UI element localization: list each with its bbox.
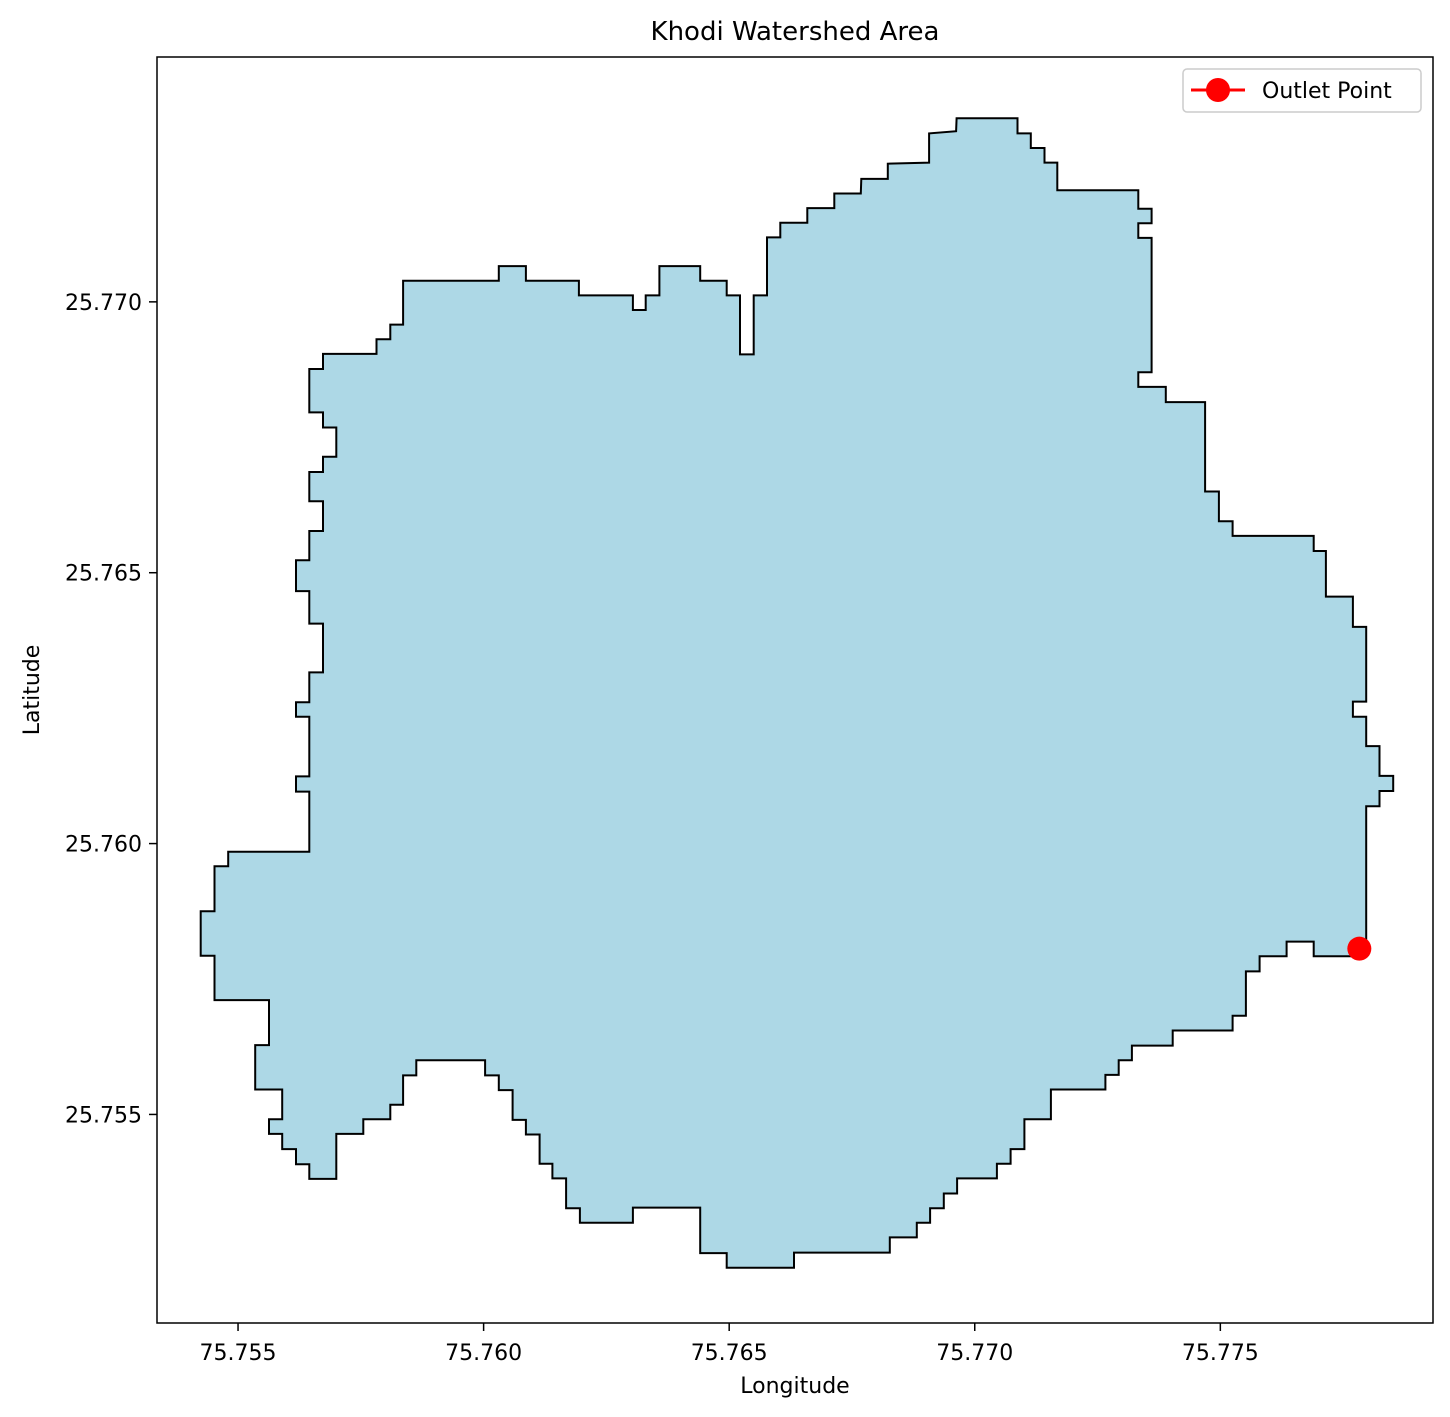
legend-marker-swatch [1206,78,1230,102]
x-axis-ticks: 75.755 75.760 75.765 75.770 75.775 [200,1323,1259,1366]
y-tick-label: 25.760 [65,833,142,858]
x-tick-label: 75.760 [445,1341,522,1366]
x-axis-label: Longitude [740,1374,849,1399]
x-tick-label: 75.765 [691,1341,768,1366]
y-tick-label: 25.755 [65,1103,142,1128]
plot-frame [156,56,1434,1324]
legend: Outlet Point [1182,68,1422,113]
x-tick-label: 75.755 [200,1341,277,1366]
x-tick-label: 75.770 [936,1341,1013,1366]
y-axis-label: Latitude [20,645,45,736]
plot-area [199,117,1395,1269]
watershed-polygon [199,117,1395,1269]
legend-box [1182,68,1422,113]
x-tick-label: 75.775 [1182,1341,1259,1366]
y-tick-label: 25.765 [65,562,142,587]
chart-title: Khodi Watershed Area [651,17,940,47]
y-axis-ticks: 25.755 25.760 25.765 25.770 [65,291,157,1128]
legend-label-outlet-point: Outlet Point [1262,79,1392,104]
outlet-point-marker [1347,936,1372,961]
y-tick-label: 25.770 [65,291,142,316]
